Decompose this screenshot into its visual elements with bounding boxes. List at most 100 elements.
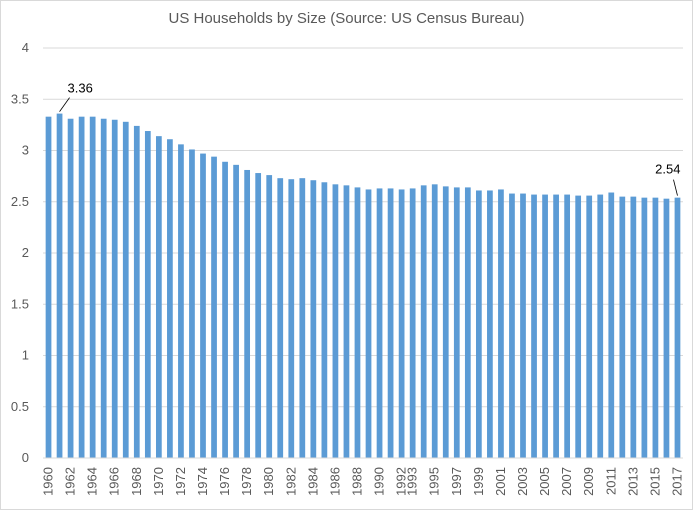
bar-1990 xyxy=(376,188,383,459)
x-tick-label: 1976 xyxy=(217,467,232,496)
x-tick-label: 2005 xyxy=(537,467,552,496)
bar-1997 xyxy=(453,187,460,458)
bars xyxy=(45,113,681,459)
x-tick-label: 2011 xyxy=(603,467,618,495)
bar-1967 xyxy=(122,121,129,459)
bar-1982 xyxy=(288,179,295,458)
x-tick-label: 1966 xyxy=(107,467,122,496)
data-label-2017: 2.54 xyxy=(655,162,680,177)
x-tick-label: 1986 xyxy=(327,467,342,496)
x-tick-label: 2007 xyxy=(559,467,574,496)
bar-1966 xyxy=(111,119,118,458)
x-tick-label: 2009 xyxy=(581,467,596,496)
x-tick-label: 2003 xyxy=(515,467,530,496)
y-tick-label: 2.5 xyxy=(11,194,29,209)
bar-1989 xyxy=(365,189,372,458)
bar-1961 xyxy=(56,113,63,458)
bar-1984 xyxy=(310,180,317,458)
bar-2004 xyxy=(531,194,537,458)
x-tick-label: 1968 xyxy=(129,467,144,496)
x-tick-label: 1970 xyxy=(151,467,166,496)
bar-1994 xyxy=(420,185,427,458)
bar-1988 xyxy=(354,187,361,458)
x-tick-label: 1990 xyxy=(372,467,387,496)
y-tick-label: 0 xyxy=(22,450,29,465)
bar-2006 xyxy=(553,194,559,458)
bar-1960 xyxy=(45,116,52,459)
bar-2000 xyxy=(487,190,493,458)
bar-1971 xyxy=(167,139,173,458)
bar-1985 xyxy=(321,182,328,458)
bar-1962 xyxy=(67,118,74,458)
bar-1993 xyxy=(409,188,416,459)
x-tick-label: 1960 xyxy=(41,467,56,496)
bar-1979 xyxy=(255,173,262,459)
annotations: 3.36 2.54 xyxy=(59,81,680,196)
bar-1970 xyxy=(155,136,162,458)
bar-1968 xyxy=(133,125,140,459)
chart-title: US Households by Size (Source: US Census… xyxy=(168,10,525,27)
x-tick-label: 2001 xyxy=(493,467,508,496)
bar-2001 xyxy=(498,189,504,458)
bar-1983 xyxy=(299,178,306,459)
x-tick-label: 1962 xyxy=(63,467,78,496)
data-label-1961: 3.36 xyxy=(68,81,93,96)
bar-2002 xyxy=(509,193,515,459)
bar-1991 xyxy=(387,188,394,459)
x-tick-label: 1993 xyxy=(405,467,420,496)
bar-1976 xyxy=(222,161,228,458)
x-tick-label: 1995 xyxy=(427,467,442,496)
bar-2009 xyxy=(586,195,593,458)
bar-1999 xyxy=(475,190,482,458)
x-tick-label: 1980 xyxy=(261,467,276,496)
bar-1980 xyxy=(266,175,273,458)
bar-1992 xyxy=(398,189,405,458)
x-tick-label: 1974 xyxy=(195,467,210,496)
x-tick-label: 1978 xyxy=(239,467,254,496)
bar-1973 xyxy=(189,149,195,458)
annotation-leader-line xyxy=(673,179,678,196)
x-tick-label: 1988 xyxy=(349,467,364,496)
bar-2017 xyxy=(674,197,681,458)
bar-2007 xyxy=(564,194,571,458)
bar-1986 xyxy=(332,184,339,458)
bar-1975 xyxy=(211,156,217,458)
x-tick-label: 1992 xyxy=(394,467,409,496)
bar-1987 xyxy=(343,185,350,458)
x-tick-label: 1997 xyxy=(449,467,464,496)
y-tick-label: 4 xyxy=(22,40,29,55)
x-tick-label: 2015 xyxy=(647,467,662,496)
bar-2014 xyxy=(641,197,648,458)
bar-1974 xyxy=(200,153,206,458)
bar-1964 xyxy=(89,116,96,459)
y-tick-label: 2 xyxy=(22,245,29,260)
bar-2016 xyxy=(663,198,670,459)
bar-2003 xyxy=(520,193,526,459)
x-tick-label: 1984 xyxy=(305,467,320,496)
y-tick-label: 0.5 xyxy=(11,399,29,414)
bar-1965 xyxy=(100,118,107,458)
bar-1978 xyxy=(244,169,251,458)
y-tick-label: 1 xyxy=(22,348,29,363)
x-tick-label: 1972 xyxy=(173,467,188,496)
x-tick-label: 1982 xyxy=(283,467,298,496)
bar-1996 xyxy=(442,186,449,458)
y-axis-tick-labels: 0 0.5 1 1.5 2 2.5 3 3.5 4 xyxy=(11,40,29,465)
annotation-leader-line xyxy=(59,97,70,112)
bar-2011 xyxy=(608,192,615,458)
bar-1998 xyxy=(464,187,471,458)
bar-2012 xyxy=(619,196,626,458)
bar-1972 xyxy=(178,144,184,458)
bar-2013 xyxy=(630,196,637,458)
x-tick-label: 1999 xyxy=(471,467,486,496)
bar-1963 xyxy=(78,116,85,459)
x-axis-tick-labels: 1960 1962 1964 1966 1968 1970 1972 1974 1976 1978… xyxy=(41,467,685,496)
bar-2008 xyxy=(575,195,582,458)
y-tick-label: 1.5 xyxy=(11,296,29,311)
x-tick-label: 2013 xyxy=(625,467,640,496)
bar-1969 xyxy=(144,131,151,458)
x-tick-label: 2017 xyxy=(669,467,684,496)
x-tick-label: 1964 xyxy=(85,467,100,496)
bar-2010 xyxy=(597,194,604,458)
